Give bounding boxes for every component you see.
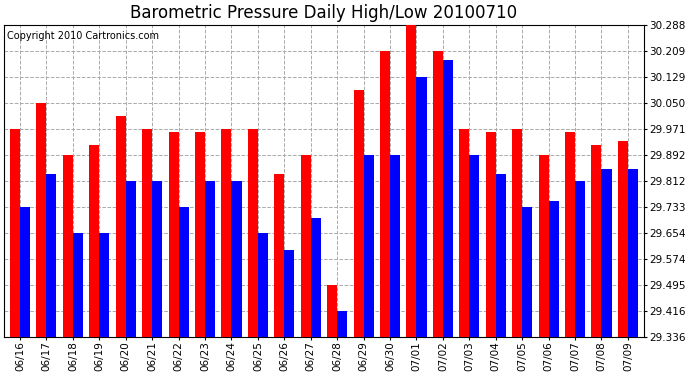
Bar [469, 155, 480, 337]
Bar [258, 232, 268, 337]
Bar [248, 129, 258, 337]
Bar [522, 207, 532, 337]
Bar [10, 129, 20, 337]
Bar [46, 174, 57, 337]
Bar [406, 25, 417, 337]
Bar [565, 132, 575, 337]
Bar [353, 90, 364, 337]
Bar [63, 155, 73, 337]
Bar [116, 116, 126, 337]
Bar [310, 217, 321, 337]
Bar [284, 251, 295, 337]
Bar [126, 181, 136, 337]
Bar [168, 132, 179, 337]
Bar [327, 285, 337, 337]
Bar [221, 129, 231, 337]
Bar [179, 207, 188, 337]
Bar [443, 60, 453, 337]
Title: Barometric Pressure Daily High/Low 20100710: Barometric Pressure Daily High/Low 20100… [130, 4, 518, 22]
Bar [460, 129, 469, 337]
Bar [73, 232, 83, 337]
Bar [390, 155, 400, 337]
Bar [99, 232, 109, 337]
Bar [512, 129, 522, 337]
Bar [549, 201, 559, 337]
Text: Copyright 2010 Cartronics.com: Copyright 2010 Cartronics.com [8, 32, 159, 41]
Bar [496, 174, 506, 337]
Bar [433, 51, 443, 337]
Bar [152, 181, 162, 337]
Bar [602, 168, 611, 337]
Bar [539, 155, 549, 337]
Bar [301, 155, 310, 337]
Bar [380, 51, 390, 337]
Bar [205, 181, 215, 337]
Bar [618, 141, 628, 337]
Bar [275, 174, 284, 337]
Bar [628, 168, 638, 337]
Bar [364, 155, 374, 337]
Bar [89, 145, 99, 337]
Bar [195, 132, 205, 337]
Bar [20, 207, 30, 337]
Bar [591, 145, 602, 337]
Bar [142, 129, 152, 337]
Bar [37, 103, 46, 337]
Bar [231, 181, 241, 337]
Bar [417, 77, 426, 337]
Bar [486, 132, 496, 337]
Bar [575, 181, 585, 337]
Bar [337, 310, 347, 337]
